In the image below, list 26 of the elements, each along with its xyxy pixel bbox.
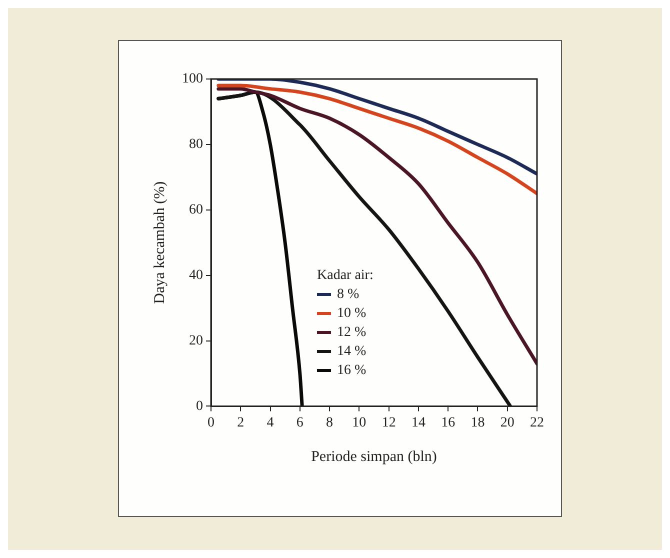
x-tick-label: 6 xyxy=(296,415,304,430)
y-tick-label: 60 xyxy=(189,202,203,218)
x-tick-label: 2 xyxy=(237,415,244,430)
x-tick-label: 22 xyxy=(530,415,544,430)
x-axis-title: Periode simpan (bln) xyxy=(311,448,437,465)
legend-label: 10 % xyxy=(337,305,366,323)
legend-title: Kadar air: xyxy=(317,267,374,285)
x-tick-label: 16 xyxy=(441,415,456,430)
y-axis-title: Daya kecambah (%) xyxy=(152,181,168,304)
x-tick-label: 4 xyxy=(266,415,274,430)
y-tick-label: 0 xyxy=(196,398,203,414)
y-tick-label: 100 xyxy=(182,72,203,87)
y-tick-label: 80 xyxy=(189,137,203,152)
legend-label: 14 % xyxy=(337,343,366,361)
y-tick-label: 40 xyxy=(189,268,203,283)
x-tick-label: 14 xyxy=(411,415,426,430)
x-tick-label: 8 xyxy=(326,415,334,430)
x-tick-label: 0 xyxy=(208,415,214,430)
x-tick-label: 20 xyxy=(500,415,514,430)
legend-label: 16 % xyxy=(337,362,366,380)
x-tick-label: 18 xyxy=(470,415,485,430)
legend-label: 8 % xyxy=(337,286,360,304)
y-tick-label: 20 xyxy=(189,333,203,348)
legend-label: 12 % xyxy=(337,324,366,342)
x-tick-label: 10 xyxy=(352,415,366,430)
x-tick-label: 12 xyxy=(382,415,396,430)
